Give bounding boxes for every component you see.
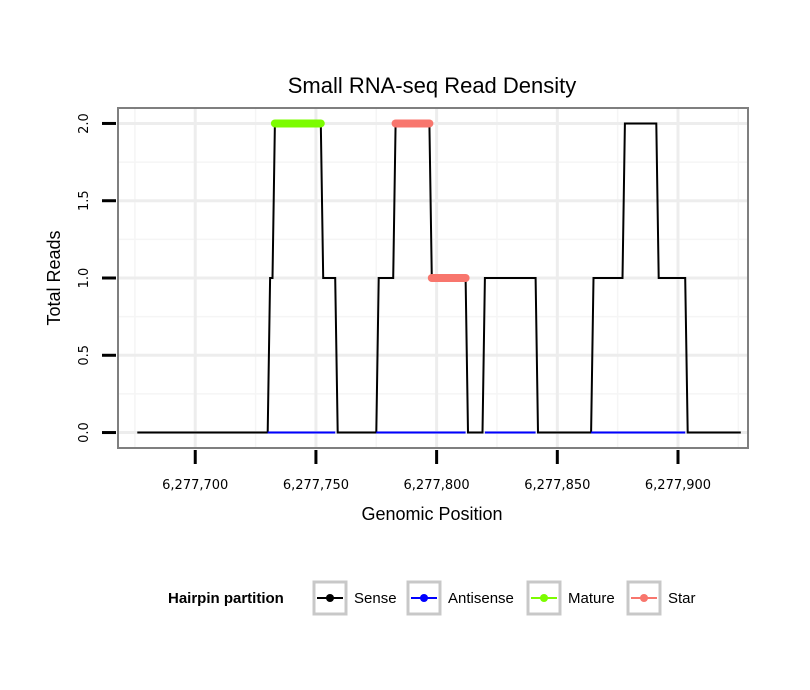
legend-label: Antisense [448,590,514,607]
x-tick-label: 6,277,800 [404,478,470,493]
legend-title: Hairpin partition [168,590,284,607]
series-layer [137,119,741,434]
x-axis: 6,277,700 6,277,750 6,277,800 6,277,850 6,27… [162,450,711,493]
legend-key-point [420,594,428,602]
y-axis-label: Total Reads [44,230,64,325]
x-tick-label: 6,277,750 [283,478,349,493]
legend-item-sense: Sense [312,580,397,616]
y-tick-label: 1.5 [77,190,92,211]
legend-key-point [326,594,334,602]
legend-label: Mature [568,590,615,607]
legend: Hairpin partition Sense Antisense Mature St… [168,580,696,616]
legend-item-antisense: Antisense [406,580,514,616]
x-tick-label: 6,277,700 [162,478,228,493]
y-tick-label: 0.5 [77,345,92,366]
x-tick-label: 6,277,900 [645,478,711,493]
legend-label: Sense [354,590,397,607]
y-tick-label: 2.0 [77,113,92,134]
legend-label: Star [668,590,696,607]
legend-key-point [540,594,548,602]
legend-item-star: Star [626,580,696,616]
legend-item-mature: Mature [526,580,615,616]
plot-panel [117,107,749,449]
x-tick-label: 6,277,850 [524,478,590,493]
x-axis-label: Genomic Position [361,504,502,524]
y-tick-label: 0.0 [77,422,92,443]
y-axis: 0.0 0.5 1.0 1.5 2.0 [77,113,116,443]
y-tick-label: 1.0 [77,268,92,289]
legend-key-point [640,594,648,602]
chart-title: Small RNA-seq Read Density [288,73,577,98]
